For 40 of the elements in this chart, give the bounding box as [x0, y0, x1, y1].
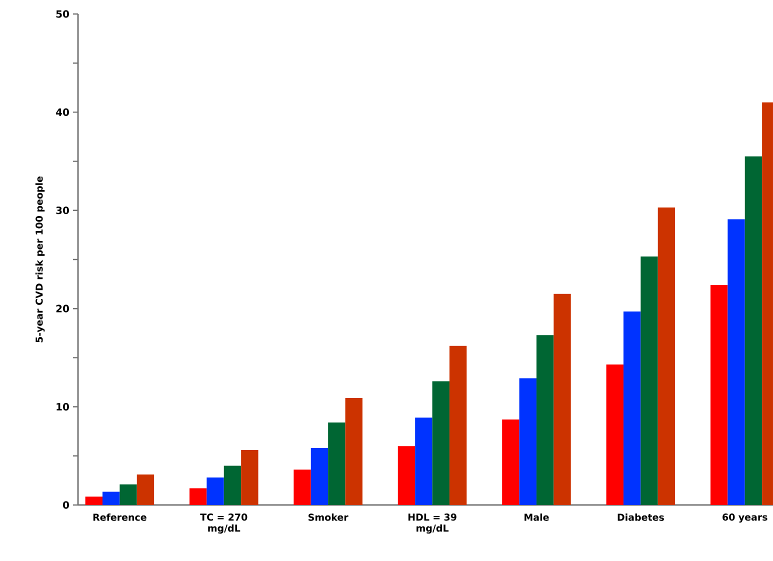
bar [536, 335, 554, 505]
y-axis-title: 5-year CVD risk per 100 people [35, 176, 45, 342]
y-tick-label: 0 [63, 501, 69, 509]
bar [224, 466, 242, 505]
y-tick-label: 20 [56, 304, 69, 312]
bar [85, 496, 102, 505]
bar [190, 488, 207, 505]
y-tick-label: 10 [56, 402, 69, 411]
bar [728, 219, 745, 505]
bar [294, 470, 311, 505]
bar [658, 207, 676, 505]
y-tick-label: 30 [56, 206, 69, 214]
bar [606, 364, 624, 505]
x-tick-label: Male [524, 514, 549, 521]
bar [519, 378, 536, 505]
y-tick-label: 40 [56, 108, 69, 116]
bar [623, 312, 641, 505]
bar [206, 477, 224, 505]
x-tick-label: 60 years [722, 514, 768, 523]
bar [310, 448, 328, 505]
y-tick-label: 50 [56, 10, 69, 18]
bar [554, 294, 571, 505]
bar [502, 420, 520, 505]
bar [241, 450, 258, 505]
x-tick-label: Smoker [308, 514, 348, 521]
x-tick-label: HDL = 39 mg/dL [408, 514, 456, 534]
bar [640, 256, 658, 505]
bar [449, 346, 467, 505]
bar [136, 474, 154, 505]
x-tick-label: Diabetes [618, 514, 664, 521]
bar [710, 285, 728, 505]
bar [120, 484, 137, 505]
bar [102, 492, 120, 505]
bar [345, 398, 362, 505]
x-tick-label: TC = 270 mg/dL [200, 514, 248, 534]
bar [432, 381, 450, 505]
bar [328, 422, 346, 505]
bar [415, 418, 432, 505]
bar [398, 446, 416, 505]
x-tick-label: Reference [93, 514, 146, 521]
